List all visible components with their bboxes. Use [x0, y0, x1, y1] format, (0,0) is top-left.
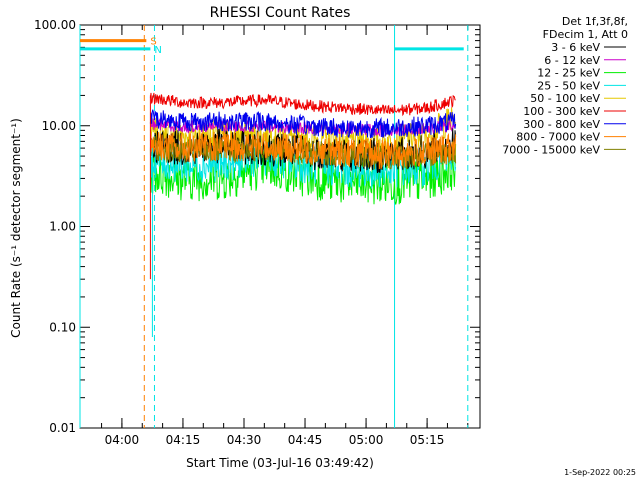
- footer-date: 1-Sep-2022 00:25: [564, 468, 636, 477]
- x-tick-label: 04:30: [227, 433, 262, 447]
- state-bar-label: S: [150, 37, 156, 48]
- x-tick-label: 05:00: [349, 433, 384, 447]
- series-line: [149, 131, 457, 170]
- legend-label: 6 - 12 keV: [544, 54, 600, 67]
- legend-header-line-2: FDecim 1, Att 0: [543, 28, 628, 41]
- x-tick-label: 04:45: [288, 433, 323, 447]
- legend-label: 3 - 6 keV: [551, 41, 600, 54]
- legend-label: 800 - 7000 keV: [516, 131, 600, 144]
- legend-label: 300 - 800 keV: [523, 118, 600, 131]
- x-tick-label: 05:15: [410, 433, 445, 447]
- plot-layer: 0.01 0.10 1.00 10.00 100.00 04:00 04:15 04:30 04…: [34, 18, 481, 447]
- chart-title: RHESSI Count Rates: [210, 5, 351, 21]
- legend-header-line-1: Det 1f,3f,8f,: [562, 15, 628, 28]
- y-axis-label: Count Rate (s⁻¹ detector segment⁻¹): [9, 118, 23, 338]
- state-bar-label: N: [154, 45, 161, 56]
- series-line: [149, 109, 457, 139]
- y-tick-label: 10.00: [42, 119, 76, 133]
- y-tick-label: 100.00: [34, 18, 76, 32]
- legend-label: 7000 - 15000 keV: [502, 143, 600, 156]
- legend-label: 25 - 50 keV: [537, 79, 600, 92]
- x-tick-label: 04:00: [105, 433, 140, 447]
- legend-label: 50 - 100 keV: [530, 92, 600, 105]
- series-line: [149, 92, 456, 117]
- x-axis-label: Start Time (03-Jul-16 03:49:42): [186, 456, 374, 470]
- legend-label: 100 - 300 keV: [523, 105, 600, 118]
- x-tick-label: 04:15: [166, 433, 201, 447]
- legend-label: 12 - 25 keV: [537, 67, 600, 80]
- y-tick-label: 0.01: [49, 421, 76, 435]
- y-tick-label: 1.00: [49, 220, 76, 234]
- plot-frame: [79, 24, 481, 429]
- y-tick-label: 0.10: [49, 320, 76, 334]
